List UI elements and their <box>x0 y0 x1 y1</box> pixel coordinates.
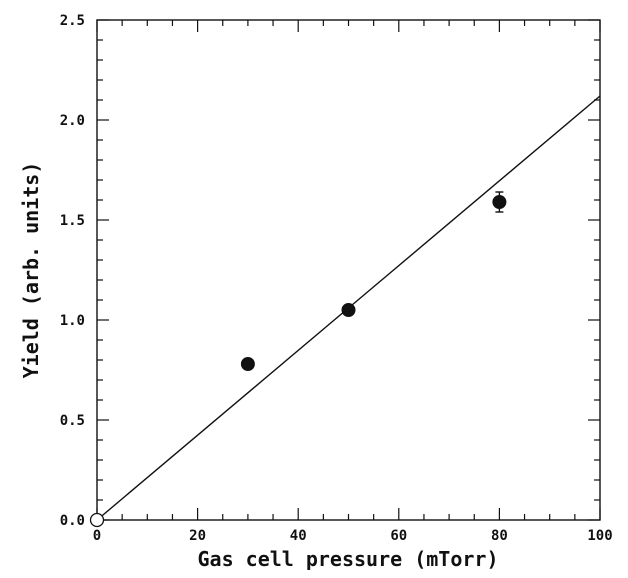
y-tick-labels: 0.0 0.5 1.0 1.5 2.0 2.5 <box>60 13 85 529</box>
y-tick-label: 0.5 <box>60 413 85 429</box>
data-point <box>240 357 255 371</box>
data-points <box>89 191 507 528</box>
axis-ticks <box>96 19 601 521</box>
x-tick-label: 0 <box>93 528 101 544</box>
data-point <box>341 303 356 317</box>
x-tick-label: 20 <box>189 528 206 544</box>
y-tick-label: 0.0 <box>60 513 85 529</box>
x-tick-labels: 0 20 40 60 80 100 <box>93 528 613 544</box>
x-tick-label: 100 <box>587 528 612 544</box>
open-point <box>89 512 105 528</box>
x-axis-title: Gas cell pressure (mTorr) <box>197 547 498 571</box>
y-axis-title: Yield (arb. units) <box>19 162 43 379</box>
plot-frame <box>96 19 601 521</box>
x-tick-label: 40 <box>290 528 307 544</box>
x-tick-label: 80 <box>491 528 508 544</box>
y-tick-label: 2.5 <box>60 13 85 29</box>
data-point <box>492 195 507 209</box>
x-tick-label: 60 <box>390 528 407 544</box>
y-tick-label: 1.0 <box>60 313 85 329</box>
y-tick-label: 1.5 <box>60 213 85 229</box>
y-tick-label: 2.0 <box>60 113 85 129</box>
